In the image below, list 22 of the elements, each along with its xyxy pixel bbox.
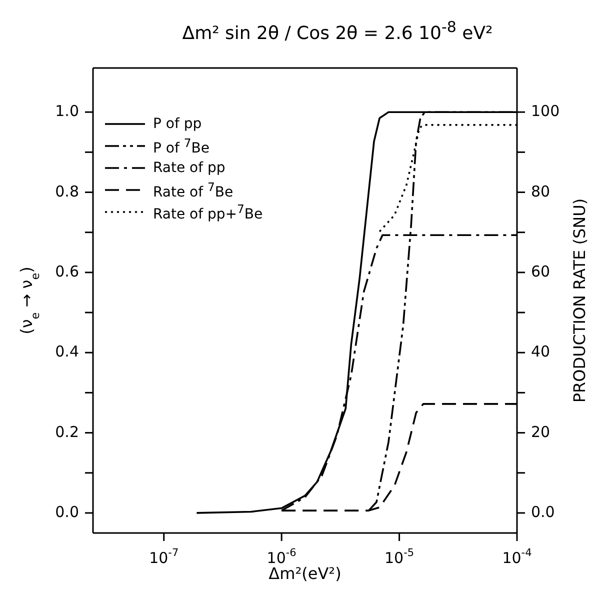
y-tick-label: 0.8 (55, 182, 79, 200)
y2-tick-label: 80 (531, 182, 550, 200)
y2-tick-label: 0.0 (531, 503, 555, 522)
y-tick-label: 0.2 (55, 422, 79, 441)
y2-tick-label: 100 (531, 102, 560, 120)
y2-tick-label: 20 (531, 422, 550, 441)
x-tick-label: 10$^{-7}$ (149, 546, 179, 568)
y2-axis-title: PRODUCTION RATE (SNU) (570, 198, 589, 403)
legend-label: P of $^{7}$Be (153, 136, 210, 156)
y2-tick-label: 40 (531, 342, 550, 361)
chart-title: Δm² sin 2θ / Cos 2θ = 2.6 10$^{-8}$ eV² (181, 17, 494, 46)
y-tick-label: 0.4 (55, 342, 79, 361)
x-tick-label: 10$^{-4}$ (502, 546, 532, 568)
y-tick-label: 0.6 (55, 262, 79, 281)
y2-tick-label: 60 (531, 262, 550, 281)
legend-label: Rate of $^{7}$Be (153, 180, 234, 200)
legend-label: P of pp (153, 116, 202, 132)
legend-label: Rate of pp (153, 160, 226, 176)
x-tick-label: 10$^{-5}$ (384, 546, 414, 568)
y-tick-label: 1.0 (55, 102, 79, 120)
y-tick-label: 0.0 (55, 503, 79, 522)
legend-label: Rate of pp+$^{7}$Be (153, 202, 263, 222)
